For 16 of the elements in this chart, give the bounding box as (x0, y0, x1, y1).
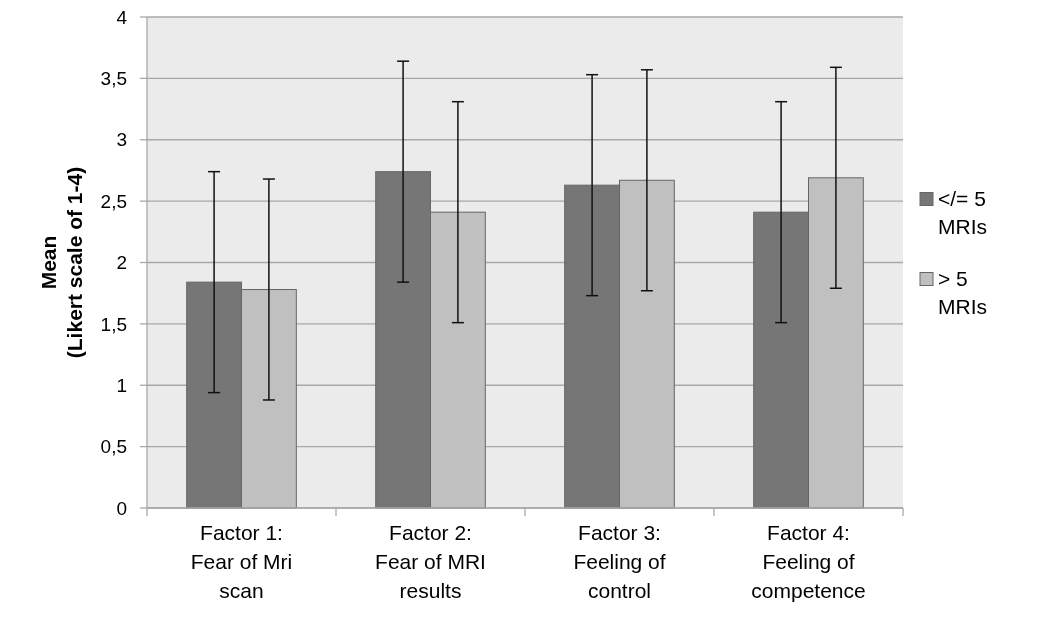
legend-label: </= 5 MRIs (938, 186, 987, 238)
y-axis-title: Mean (Likert scale of 1-4) (37, 166, 86, 359)
y-tick-label: 0,5 (100, 436, 127, 458)
legend-label: > 5 MRIs (938, 266, 987, 318)
x-tick-label: Factor 1: Fear of Mri scan (190, 521, 293, 602)
y-tick-label: 3,5 (100, 68, 127, 90)
y-tick-label: 1,5 (100, 313, 127, 335)
y-tick-label: 0 (116, 497, 127, 519)
y-tick-label: 4 (116, 6, 128, 28)
x-tick-label: Factor 3: Feeling of control (573, 521, 666, 602)
x-tick-label: Factor 2: Fear of MRI results (375, 521, 486, 602)
y-tick-label: 2 (116, 252, 127, 274)
x-tick-label: Factor 4: Feeling of competence (751, 521, 866, 602)
y-tick-label: 1 (116, 374, 127, 396)
y-tick-label: 3 (116, 129, 127, 151)
y-tick-label: 2,5 (100, 190, 127, 212)
